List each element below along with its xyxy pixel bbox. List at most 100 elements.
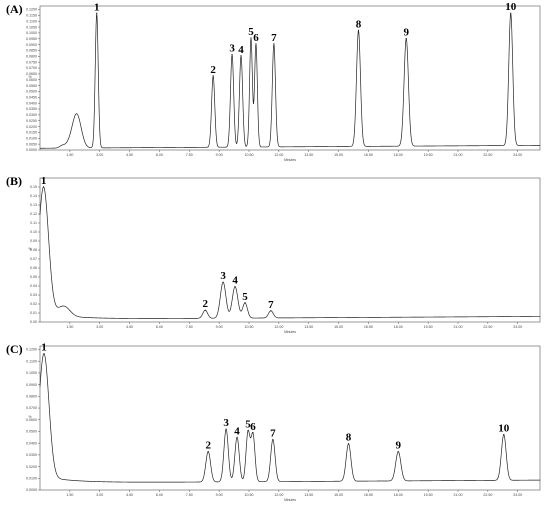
x-tick-label: 13.50 <box>304 153 313 157</box>
x-tick-label: 15.00 <box>334 153 343 157</box>
x-tick-label: 7.50 <box>186 325 193 329</box>
peak-apex-7 <box>272 438 274 441</box>
peak-apex-3 <box>222 281 224 283</box>
y-tick-label: 0.0250 <box>26 119 37 123</box>
y-tick-label: 0.08 <box>30 248 37 252</box>
peak-label-4: 4 <box>238 44 244 56</box>
y-tick-label: 0.0200 <box>26 465 37 469</box>
y-tick-label: 0.0700 <box>26 406 37 410</box>
y-tick-label: 0.1000 <box>26 371 37 375</box>
peak-label-2: 2 <box>210 64 216 76</box>
y-tick-label: 0.0600 <box>26 418 37 422</box>
y-tick-label: 0.0850 <box>26 49 37 53</box>
peak-apex-3 <box>231 54 233 56</box>
y-tick-label: 0.02 <box>30 302 37 306</box>
peak-label-8: 8 <box>356 19 362 31</box>
x-tick-label: 4.50 <box>126 493 133 497</box>
x-tick-label: 6.00 <box>156 493 163 497</box>
x-tick-label: 18.00 <box>394 153 403 157</box>
peak-label-10: 10 <box>498 423 510 435</box>
x-tick-label: 22.50 <box>483 153 492 157</box>
y-tick-label: 0.0800 <box>26 395 37 399</box>
peak-label-3: 3 <box>229 43 235 55</box>
x-tick-label: 19.50 <box>424 153 433 157</box>
peak-apex-1 <box>96 12 98 14</box>
x-tick-label: 4.50 <box>126 325 133 329</box>
y-tick-label: 0.03 <box>30 293 37 297</box>
panel-label-a: (A) <box>6 2 23 16</box>
y-tick-label: 0.09 <box>30 239 37 243</box>
x-tick-label: 9.00 <box>216 325 223 329</box>
x-tick-label: 1.50 <box>66 325 73 329</box>
x-tick-label: 3.00 <box>96 153 103 157</box>
y-tick-label: 0.01 <box>30 311 37 315</box>
peak-apex-2 <box>212 75 214 77</box>
panel-label-c: (C) <box>6 342 23 356</box>
y-tick-label: 0.1200 <box>26 348 37 352</box>
x-tick-label: 4.50 <box>126 153 133 157</box>
y-tick-label: 0.1200 <box>26 8 37 12</box>
y-tick-label: 0.0200 <box>26 125 37 129</box>
y-tick-label: 0.0400 <box>26 441 37 445</box>
y-tick-label: 0.0500 <box>26 430 37 434</box>
peak-apex-7 <box>273 43 275 45</box>
x-tick-label: 10.50 <box>244 325 253 329</box>
x-tick-label: 9.00 <box>216 493 223 497</box>
peak-label-7: 7 <box>268 299 274 311</box>
panel-label-b: (B) <box>6 174 22 188</box>
y-axis-label: % <box>28 75 32 79</box>
x-tick-label: 12.00 <box>274 153 283 157</box>
x-tick-label: 16.50 <box>364 153 373 157</box>
y-tick-label: 0.0450 <box>26 96 37 100</box>
x-tick-label: 16.50 <box>364 493 373 497</box>
peak-label-4: 4 <box>234 425 240 437</box>
y-tick-label: 0.1050 <box>26 25 37 29</box>
peak-apex-1 <box>43 353 45 355</box>
peak-apex-1 <box>42 186 45 188</box>
y-tick-label: 0.14 <box>30 194 37 198</box>
plot-frame <box>39 177 541 323</box>
x-tick-label: 22.50 <box>483 493 492 497</box>
x-tick-label: 7.50 <box>186 153 193 157</box>
y-tick-label: 0.0050 <box>26 142 37 146</box>
peak-label-7: 7 <box>271 32 277 44</box>
x-tick-label: 1.50 <box>66 493 73 497</box>
x-tick-label: 18.00 <box>394 493 403 497</box>
y-tick-label: 0.11 <box>30 221 37 225</box>
peak-label-10: 10 <box>505 1 517 13</box>
y-tick-label: 0.1100 <box>26 19 37 23</box>
peak-label-3: 3 <box>223 417 229 429</box>
y-tick-label: 0.13 <box>30 203 37 207</box>
x-tick-label: 6.00 <box>156 153 163 157</box>
x-tick-label: 1.50 <box>66 153 73 157</box>
peak-apex-2 <box>204 309 206 311</box>
x-axis-label: Minutes <box>284 330 296 334</box>
y-tick-label: 0.0100 <box>26 136 37 140</box>
peak-label-6: 6 <box>253 32 259 44</box>
peak-label-8: 8 <box>346 432 352 444</box>
x-tick-label: 9.00 <box>216 153 223 157</box>
y-tick-label: 0.0950 <box>26 37 37 41</box>
x-tick-label: 12.00 <box>274 493 283 497</box>
peak-label-5: 5 <box>245 419 251 431</box>
chromatogram-trace <box>40 13 541 149</box>
chart-panel-a: (A) 0.0000 0.0050 0.0100 0.0150 0.0200 0.0250… <box>0 0 550 166</box>
y-tick-label: 0.00 <box>30 320 37 324</box>
x-tick-label: 16.50 <box>364 325 373 329</box>
x-tick-label: 21.00 <box>453 493 462 497</box>
peak-apex-5 <box>247 429 249 432</box>
x-tick-label: 3.00 <box>96 493 103 497</box>
y-tick-label: 0.0400 <box>26 101 37 105</box>
peak-label-5: 5 <box>242 291 248 303</box>
peak-apex-10 <box>503 434 505 436</box>
y-tick-label: 0.10 <box>30 230 37 234</box>
x-tick-label: 3.00 <box>96 325 103 329</box>
peak-label-7: 7 <box>270 427 276 439</box>
peak-apex-2 <box>207 450 209 453</box>
y-tick-label: 0.1000 <box>26 31 37 35</box>
x-tick-label: 7.50 <box>186 493 193 497</box>
chromatogram-c: 0.0000 0.0100 0.0200 0.0300 0.0400 0.0500 0.06… <box>26 342 541 502</box>
x-tick-label: 15.00 <box>334 325 343 329</box>
y-tick-label: 0.0550 <box>26 84 37 88</box>
